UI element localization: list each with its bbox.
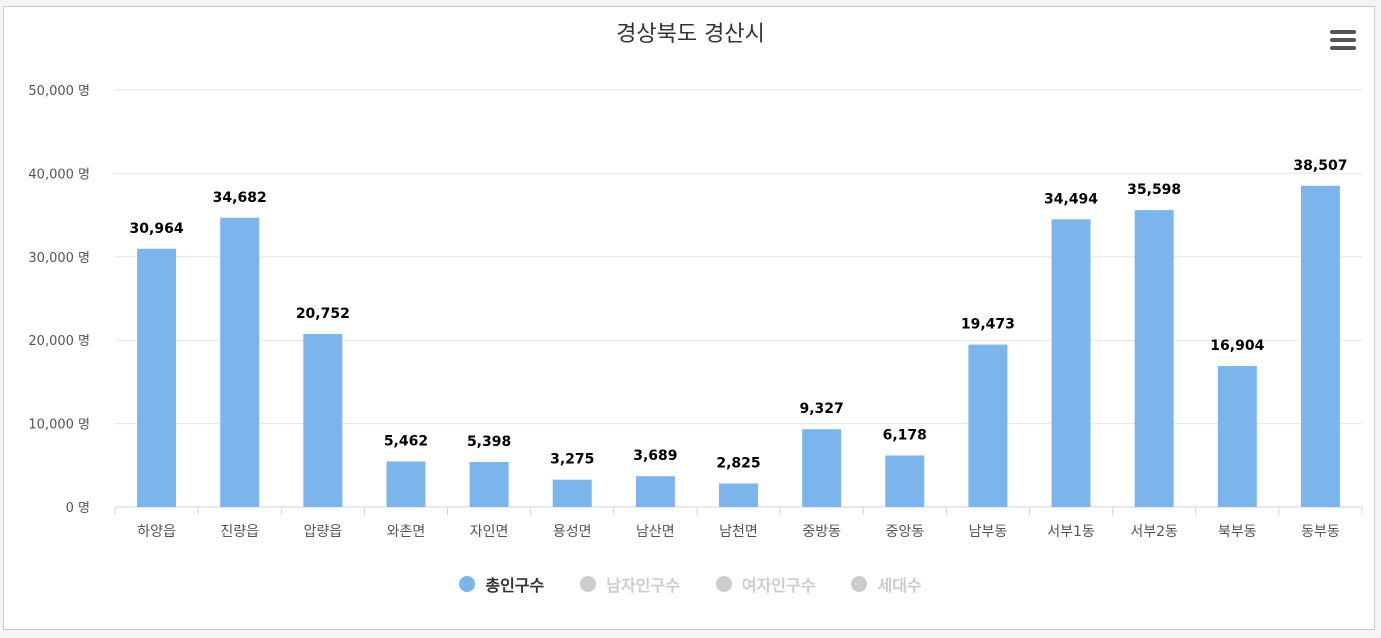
x-tick-label-2: 압량읍 bbox=[304, 524, 343, 540]
x-tick-label-10: 남부동 bbox=[969, 524, 1008, 540]
bar-2 bbox=[303, 333, 343, 507]
bars bbox=[137, 185, 1340, 508]
x-tick-label-7: 남천면 bbox=[719, 524, 758, 540]
bar-12 bbox=[1134, 210, 1174, 508]
bar-3 bbox=[386, 461, 426, 507]
x-tick-label-1: 진량읍 bbox=[220, 524, 259, 540]
grid-lines bbox=[114, 89, 1363, 515]
x-tick-label-11: 서부1동 bbox=[1047, 524, 1095, 540]
data-label-11: 34,494 bbox=[1044, 191, 1098, 207]
legend-item-1[interactable]: 남자인구수 bbox=[580, 572, 680, 596]
data-labels: 30,964 34,682 20,752 5,462 5,398 3,275 3,689 2,… bbox=[130, 158, 1348, 472]
legend-swatch-1 bbox=[580, 576, 597, 592]
legend-item-0[interactable]: 총인구수 bbox=[459, 572, 544, 596]
bar-4 bbox=[469, 461, 509, 507]
data-label-10: 19,473 bbox=[961, 317, 1015, 333]
legend-swatch-2 bbox=[715, 576, 732, 592]
bar-13 bbox=[1217, 366, 1257, 507]
legend-item-3[interactable]: 세대수 bbox=[851, 572, 922, 596]
bar-1 bbox=[220, 217, 260, 507]
y-tick-label-1: 10,000 명 bbox=[28, 418, 90, 433]
bar-9 bbox=[885, 455, 925, 507]
legend-label-1: 남자인구수 bbox=[606, 576, 680, 595]
bar-5 bbox=[552, 479, 592, 507]
x-tick-label-5: 용성면 bbox=[553, 524, 592, 540]
x-tick-label-12: 서부2동 bbox=[1130, 524, 1178, 540]
legend-item-2[interactable]: 여자인구수 bbox=[715, 572, 816, 596]
bar-10 bbox=[968, 344, 1008, 507]
data-label-7: 2,825 bbox=[716, 455, 760, 471]
data-label-14: 38,507 bbox=[1293, 158, 1347, 174]
bar-14 bbox=[1300, 185, 1340, 507]
y-tick-label-2: 20,000 명 bbox=[28, 334, 90, 349]
data-label-5: 3,275 bbox=[550, 452, 594, 468]
data-label-3: 5,462 bbox=[384, 433, 428, 449]
data-label-1: 34,682 bbox=[213, 190, 267, 206]
data-label-12: 35,598 bbox=[1127, 182, 1181, 198]
y-axis-tick-labels: 0 명 10,000 명 20,000 명 30,000 명 40,000 명 50,00… bbox=[28, 84, 90, 516]
data-label-6: 3,689 bbox=[633, 448, 677, 464]
data-label-9: 6,178 bbox=[883, 427, 927, 443]
bar-7 bbox=[719, 483, 758, 507]
legend-label-0: 총인구수 bbox=[485, 576, 545, 595]
legend-swatch-3 bbox=[851, 576, 868, 592]
legend: 총인구수 남자인구수 여자인구수 세대수 bbox=[0, 572, 1381, 596]
legend-label-3: 세대수 bbox=[877, 576, 922, 595]
chart-title: 경상북도 경산시 bbox=[616, 22, 765, 47]
data-label-2: 20,752 bbox=[296, 306, 350, 322]
bar-11 bbox=[1051, 219, 1091, 507]
data-label-8: 9,327 bbox=[799, 401, 843, 417]
x-tick-label-9: 중앙동 bbox=[885, 524, 924, 540]
x-tick-label-14: 동부동 bbox=[1301, 524, 1340, 540]
data-label-0: 30,964 bbox=[130, 221, 184, 237]
y-tick-label-5: 50,000 명 bbox=[28, 84, 90, 99]
y-tick-label-4: 40,000 명 bbox=[28, 167, 90, 182]
x-tick-label-3: 와촌면 bbox=[387, 524, 426, 540]
x-tick-label-8: 중방동 bbox=[802, 524, 841, 540]
data-label-4: 5,398 bbox=[467, 434, 511, 450]
data-label-13: 16,904 bbox=[1210, 338, 1264, 354]
x-tick-label-13: 북부동 bbox=[1218, 524, 1257, 540]
x-tick-label-4: 자인면 bbox=[470, 524, 509, 540]
bar-0 bbox=[137, 248, 177, 507]
bar-8 bbox=[802, 429, 842, 507]
x-axis-tick-labels: 하양읍 진량읍 압량읍 와촌면 자인면 용성면 남산면 남천면 중방동 중앙동 남부동 서부1동 서부2… bbox=[137, 524, 1340, 540]
hamburger-menu-icon[interactable] bbox=[1330, 30, 1356, 52]
legend-label-2: 여자인구수 bbox=[741, 576, 816, 595]
x-tick-label-6: 남산면 bbox=[636, 524, 675, 540]
legend-swatch-0 bbox=[459, 576, 476, 592]
y-tick-label-3: 30,000 명 bbox=[28, 251, 90, 266]
bar-6 bbox=[635, 476, 675, 507]
y-tick-label-0: 0 명 bbox=[66, 501, 90, 516]
x-tick-label-0: 하양읍 bbox=[137, 524, 176, 540]
